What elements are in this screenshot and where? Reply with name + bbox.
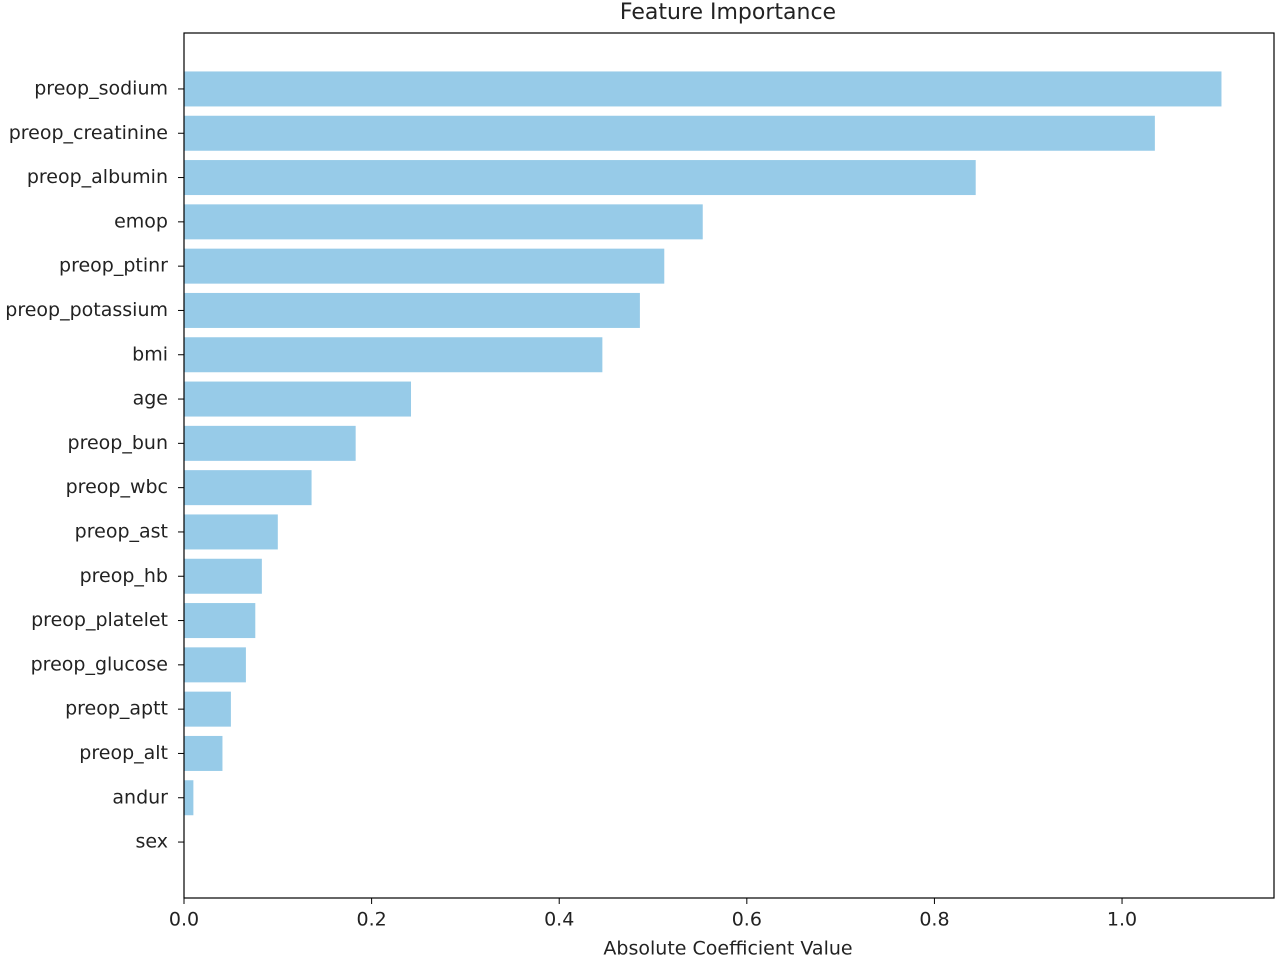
plot-frame [183, 32, 1275, 899]
y-tick-label: preop_glucose [31, 653, 168, 675]
y-tick-label: bmi [132, 343, 168, 365]
bar [184, 558, 262, 594]
bar [184, 470, 312, 506]
x-tick-label: 0.0 [169, 909, 199, 931]
y-tick-label: age [133, 388, 168, 410]
bar [184, 381, 412, 417]
y-tick-label: preop_aptt [65, 698, 168, 720]
bar [184, 735, 223, 771]
bar [184, 115, 1155, 151]
y-tick-label: preop_hb [80, 565, 168, 587]
bar [184, 691, 231, 727]
bar [184, 647, 246, 683]
y-tick-label: preop_albumin [27, 166, 168, 188]
bar [184, 204, 703, 240]
bar [184, 514, 278, 550]
bar [184, 248, 665, 284]
bar [184, 160, 976, 196]
x-tick-label: 0.8 [919, 909, 949, 931]
y-tick-label: sex [136, 831, 169, 853]
bar [184, 71, 1222, 107]
x-axis-label: Absolute Coefficient Value [603, 938, 852, 960]
y-tick-label: preop_wbc [66, 476, 168, 498]
bar [184, 603, 256, 639]
bar [184, 780, 194, 816]
bar [184, 292, 640, 328]
y-tick-label: preop_bun [68, 432, 168, 454]
x-tick-label: 0.2 [356, 909, 386, 931]
y-tick-label: preop_creatinine [9, 122, 168, 144]
y-tick-label: emop [114, 210, 168, 232]
y-tick-label: preop_ptinr [59, 255, 168, 277]
y-tick-label: preop_potassium [5, 299, 168, 321]
y-tick-label: andur [112, 786, 168, 808]
y-tick-label: preop_sodium [34, 77, 168, 99]
chart-title: Feature Importance [620, 0, 836, 25]
y-tick-label: preop_alt [79, 742, 168, 764]
x-tick-label: 0.4 [544, 909, 574, 931]
bar [184, 337, 603, 373]
y-tick-label: preop_platelet [31, 609, 168, 631]
y-tick-label: preop_ast [75, 520, 168, 542]
bar [184, 425, 356, 461]
x-tick-label: 0.6 [732, 909, 762, 931]
x-tick-label: 1.0 [1107, 909, 1137, 931]
